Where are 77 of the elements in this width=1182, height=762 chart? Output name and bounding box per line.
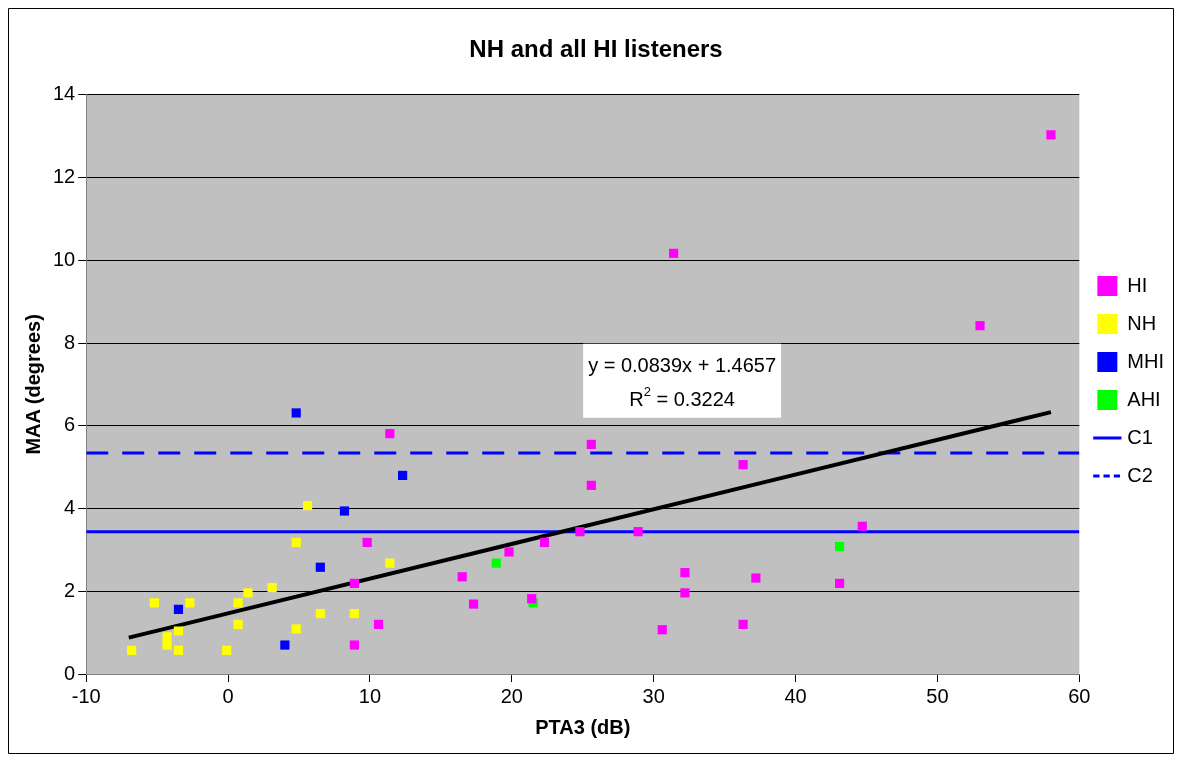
point — [291, 624, 301, 634]
y-tick-label: 6 — [64, 413, 76, 436]
legend-label: C1 — [1127, 425, 1153, 448]
point — [302, 501, 313, 511]
point — [315, 562, 325, 572]
point — [457, 572, 467, 582]
point — [680, 588, 690, 598]
point — [243, 588, 253, 598]
point — [738, 619, 748, 629]
point — [173, 645, 184, 656]
point — [373, 619, 384, 629]
x-tick-label: -10 — [71, 684, 101, 707]
point — [349, 578, 359, 588]
point — [575, 527, 585, 537]
point — [398, 470, 408, 481]
point — [539, 537, 550, 548]
point — [291, 537, 301, 548]
point — [173, 626, 184, 636]
x-tick-label: 30 — [642, 684, 665, 707]
point — [834, 578, 845, 588]
point — [668, 248, 679, 258]
point — [385, 558, 395, 568]
y-tick-label: 10 — [53, 247, 76, 270]
point — [738, 460, 748, 470]
point — [468, 599, 479, 609]
point — [491, 558, 501, 568]
point — [751, 573, 761, 583]
y-tick-label: 8 — [64, 330, 76, 353]
point — [504, 547, 514, 557]
point — [834, 541, 845, 552]
point — [657, 625, 667, 635]
point — [633, 527, 643, 537]
legend-label: MHI — [1127, 349, 1165, 372]
legend-label: NH — [1127, 311, 1157, 334]
point — [162, 640, 172, 650]
point — [222, 645, 232, 656]
point — [267, 582, 277, 593]
point — [339, 506, 350, 516]
point — [586, 439, 596, 449]
y-tick-label: 2 — [64, 578, 76, 601]
point — [680, 568, 690, 578]
y-tick-label: 12 — [53, 165, 76, 188]
point — [173, 604, 184, 615]
point — [291, 408, 301, 418]
annotation: y = 0.0839x + 1.4657 — [588, 353, 777, 376]
point — [280, 640, 290, 650]
y-tick-label: 14 — [53, 82, 76, 105]
point — [975, 321, 985, 331]
legend-label: C2 — [1127, 463, 1153, 486]
x-axis-title: PTA3 (dB) — [535, 715, 631, 738]
point — [527, 594, 537, 604]
y-axis-title: MAA (degrees) — [21, 314, 44, 455]
point — [586, 480, 596, 490]
chart-title: NH and all HI listeners — [469, 35, 723, 63]
point — [315, 609, 325, 619]
point — [385, 429, 395, 439]
point — [185, 598, 195, 608]
point — [162, 632, 172, 642]
legend-label: AHI — [1127, 387, 1161, 410]
x-tick-label: 50 — [926, 684, 949, 707]
point — [857, 521, 867, 531]
point — [149, 598, 159, 608]
y-tick-label: 0 — [64, 661, 76, 684]
point — [127, 645, 137, 656]
point — [1046, 130, 1056, 140]
point — [349, 640, 359, 650]
legend-label: HI — [1127, 273, 1148, 296]
x-tick-label: 60 — [1068, 684, 1091, 707]
x-tick-label: 10 — [358, 684, 382, 707]
point — [233, 598, 243, 608]
point — [349, 609, 359, 619]
x-tick-label: 20 — [500, 684, 523, 707]
x-tick-label: 0 — [222, 684, 234, 707]
y-tick-label: 4 — [64, 496, 76, 519]
point — [362, 537, 372, 548]
x-tick-label: 40 — [784, 684, 807, 707]
point — [233, 619, 243, 629]
